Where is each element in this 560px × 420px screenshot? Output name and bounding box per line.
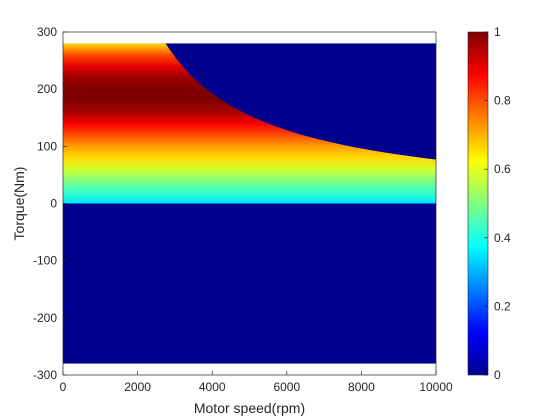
y-tick-label: 200: [37, 82, 57, 96]
x-tick-label: 2000: [124, 380, 151, 394]
x-axis-label: Motor speed(rpm): [194, 400, 305, 416]
x-axis-ticks: 0 2000 4000 6000 8000 10000: [60, 371, 453, 394]
plot-frame: [62, 31, 437, 376]
colorbar-tick-label: 0.4: [494, 231, 511, 245]
colorbar-tick-label: 0.8: [494, 94, 511, 108]
colorbar: 0 0.2 0.4 0.6 0.8 1: [467, 25, 511, 382]
y-tick-label: 0: [50, 197, 57, 211]
colorbar-tick-label: 0: [494, 368, 501, 382]
x-tick-label: 10000: [419, 380, 453, 394]
y-axis-label: Torque(Nm): [11, 167, 27, 241]
y-tick-label: 300: [37, 25, 57, 39]
y-tick-label: 100: [37, 139, 57, 153]
heatmap-plot: [63, 43, 436, 364]
y-tick-label: -100: [33, 254, 57, 268]
colorbar-tick-label: 0.2: [494, 299, 511, 313]
colorbar-tick-label: 1: [494, 25, 501, 39]
y-tick-label: -200: [33, 311, 57, 325]
x-tick-label: 0: [60, 380, 67, 394]
x-tick-label: 8000: [348, 380, 375, 394]
colorbar-ticks: 0 0.2 0.4 0.6 0.8 1: [484, 25, 511, 382]
x-tick-label: 6000: [273, 380, 300, 394]
x-tick-label: 4000: [199, 380, 226, 394]
y-axis-ticks: 300 200 100 0 -100 -200 -300: [33, 25, 67, 382]
colorbar-tick-label: 0.6: [494, 162, 511, 176]
colorbar-gradient: [467, 31, 489, 376]
y-tick-label: -300: [33, 368, 57, 382]
